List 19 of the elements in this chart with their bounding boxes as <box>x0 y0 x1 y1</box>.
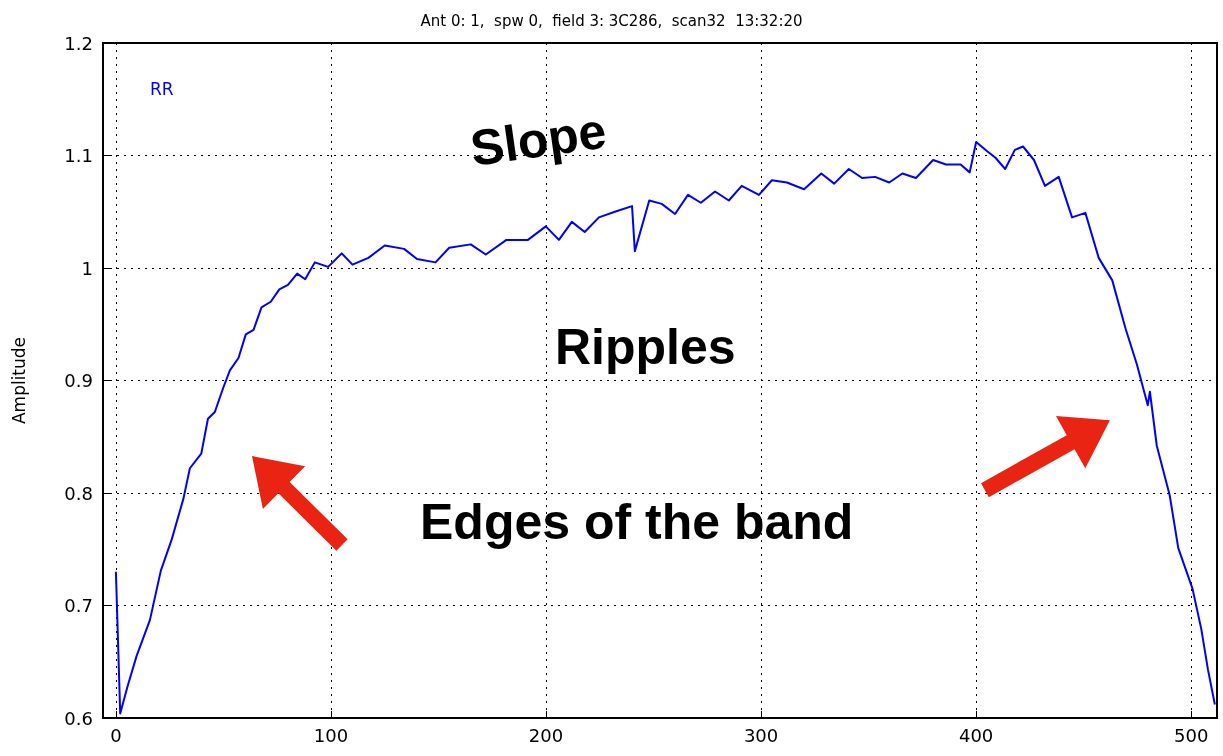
x-tick-label: 0 <box>110 724 122 746</box>
annotation: Edges of the band <box>420 493 854 551</box>
y-tick-label: 1 <box>81 257 93 279</box>
y-tick-label: 1.2 <box>64 32 93 54</box>
x-tick-label: 100 <box>313 724 349 746</box>
y-axis-title: Amplitude <box>8 336 29 425</box>
y-tick-label: 1.1 <box>64 145 93 166</box>
y-tick-label: 0.8 <box>64 482 93 504</box>
x-tick-label: 200 <box>528 724 564 746</box>
x-tick-label: 500 <box>1174 724 1209 746</box>
x-tick-label: 300 <box>743 724 779 746</box>
annotation: Ripples <box>555 318 736 376</box>
y-tick-label: 0.6 <box>64 707 93 729</box>
y-tick-label: 0.7 <box>64 595 93 616</box>
annotation: Slope <box>466 101 610 178</box>
text: RR <box>150 78 174 99</box>
y-tick-label: 0.9 <box>64 370 93 391</box>
chart-title: Ant 0: 1, spw 0, field 3: 3C286, scan32 13:32:20 <box>420 11 803 30</box>
x-tick-label: 400 <box>958 724 994 746</box>
